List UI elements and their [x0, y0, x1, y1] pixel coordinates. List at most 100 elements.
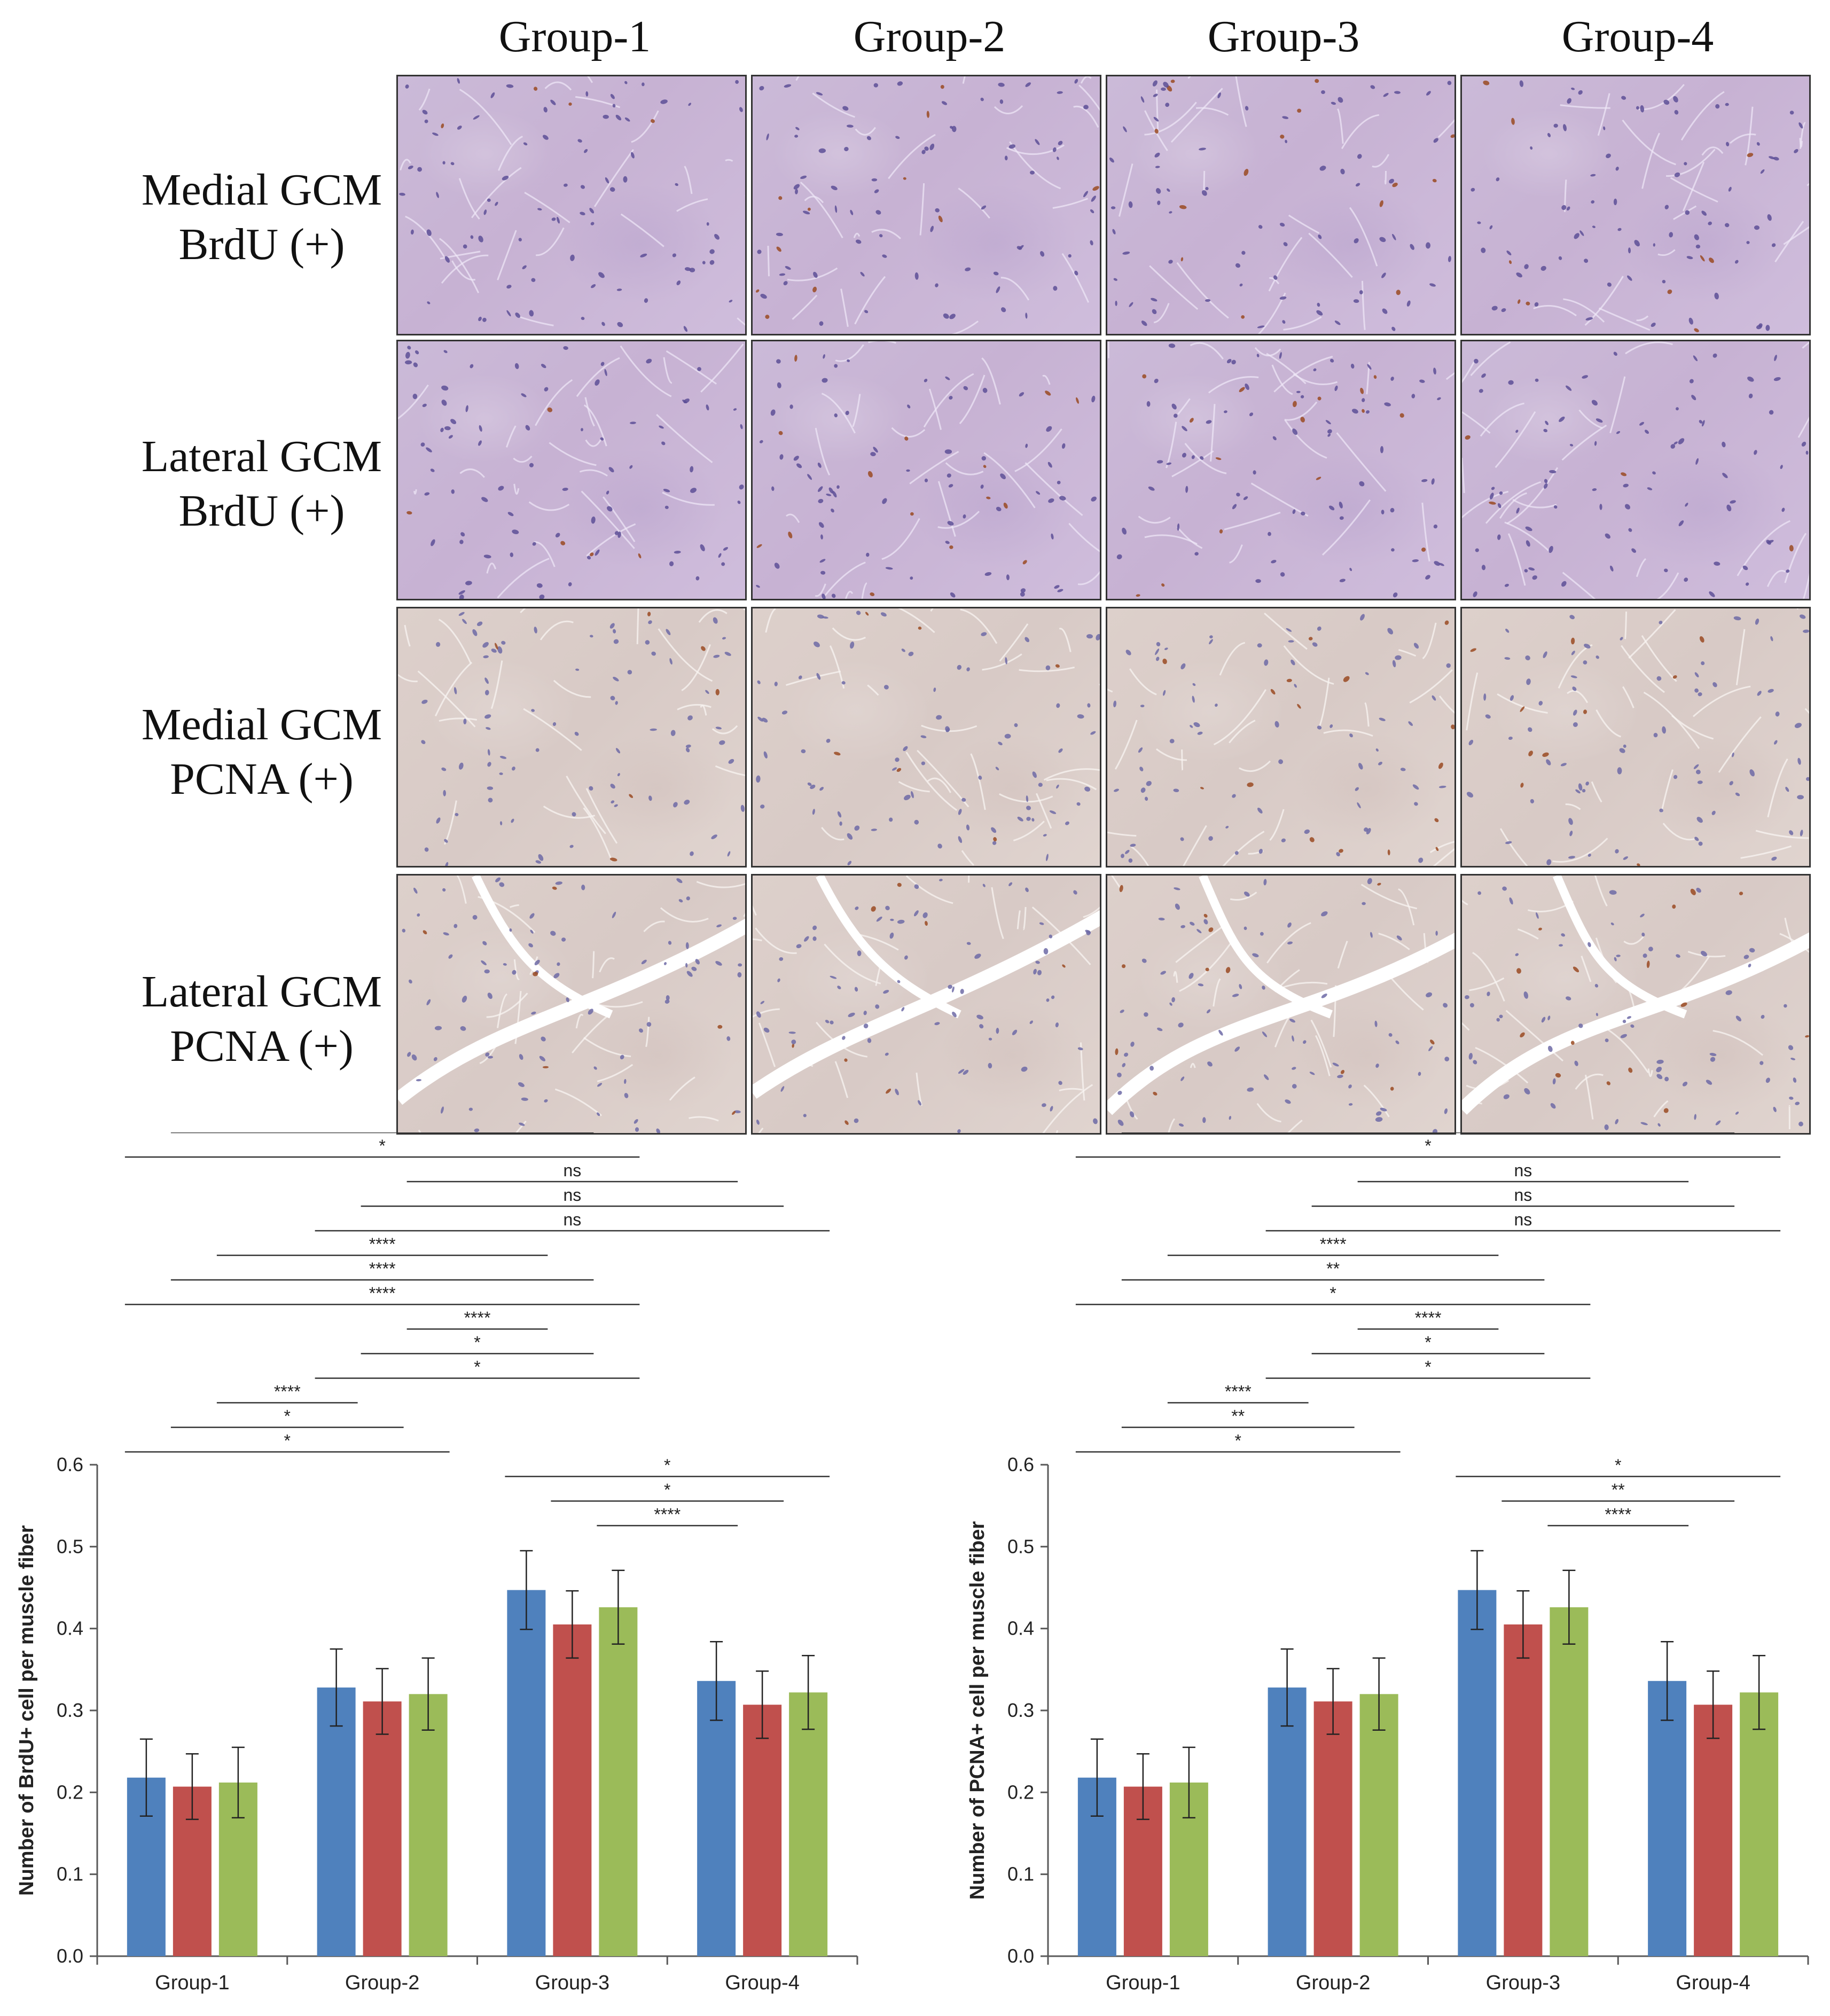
micrograph-brdu-r1-c3: [1106, 75, 1456, 335]
micrograph-brdu-r1-c1: [396, 75, 747, 335]
micrograph-pcna-r3-c2: [751, 607, 1101, 868]
brdu-bar-s1-c2: [317, 1687, 356, 1956]
pcna-significance-label: ns: [1514, 1210, 1532, 1229]
brdu-significance-label: *: [664, 1480, 670, 1499]
pcna-category-label: Group-4: [1676, 1972, 1750, 1994]
brdu-category-label: Group-4: [725, 1972, 799, 1994]
micrograph-pcna-r3-c3: [1106, 607, 1456, 868]
pcna-ytick-label: 0.2: [1007, 1781, 1034, 1803]
micrograph-brdu-r2-c4: [1460, 340, 1811, 600]
pcna-bar-s2-c4: [1694, 1705, 1733, 1956]
micrograph-brdu-r1-c4: [1460, 75, 1811, 335]
micrograph-pcna-r3-c4: [1460, 607, 1811, 868]
brdu-significance-label: ****: [654, 1505, 681, 1524]
pcna-ytick-label: 0.6: [1007, 1454, 1034, 1475]
micrograph-pcna-r4-c1: [396, 874, 747, 1135]
row-label-medial-brdu: Medial GCM BrdU (+): [141, 165, 382, 269]
brdu-bar-s3-c2: [409, 1694, 448, 1956]
brdu-significance-label: *: [474, 1333, 480, 1352]
pcna-ytick-label: 0.0: [1007, 1945, 1034, 1967]
column-header-group-2: Group-2: [853, 12, 1006, 61]
pcna-bar-chart: 0.0 0.1 0.2 0.3 0.4 0.5 0.6 Group-1 Group-2 Group…: [966, 1132, 1809, 1994]
pcna-significance-label: ****: [1415, 1308, 1442, 1327]
brdu-ytick-label: 0.4: [57, 1618, 83, 1639]
brdu-ytick-label: 0.3: [57, 1699, 83, 1721]
brdu-significance-label: *: [474, 1357, 480, 1377]
brdu-ytick-label: 0.5: [57, 1535, 83, 1557]
pcna-significance-label: ****: [1225, 1382, 1252, 1401]
micrograph-brdu-r1-c2: [751, 75, 1101, 335]
brdu-significance-label: *: [284, 1406, 291, 1426]
pcna-category-label: Group-3: [1486, 1972, 1560, 1994]
brdu-bar-chart: 0.0 0.1 0.2 0.3 0.4 0.5 0.6 Group-1 Group-2 Group…: [15, 1132, 858, 1994]
brdu-ytick-label: 0.6: [57, 1454, 83, 1475]
pcna-y-axis-title: Number of PCNA+ cell per muscle fiber: [966, 1521, 989, 1900]
brdu-ytick-label: 0.2: [57, 1781, 83, 1803]
micrograph-brdu-r2-c1: [396, 340, 747, 600]
row-label-lateral-pcna: Lateral GCM PCNA (+): [141, 967, 382, 1071]
brdu-bar-s2-c4: [743, 1705, 782, 1956]
brdu-significance-label: ns: [563, 1161, 581, 1180]
column-header-group-4: Group-4: [1561, 12, 1714, 61]
brdu-category-label: Group-2: [345, 1972, 419, 1994]
pcna-significance-label: ns: [1514, 1161, 1532, 1180]
pcna-ytick-label: 0.5: [1007, 1535, 1034, 1557]
pcna-bar-s3-c3: [1550, 1607, 1589, 1956]
brdu-category-label: Group-3: [535, 1972, 609, 1994]
pcna-ytick-label: 0.1: [1007, 1863, 1034, 1885]
pcna-significance-label: ****: [1605, 1505, 1631, 1524]
brdu-significance-label: ns: [563, 1185, 581, 1205]
brdu-ytick-label: 0.1: [57, 1863, 83, 1885]
pcna-significance-label: *: [1330, 1284, 1336, 1303]
pcna-significance-label: **: [1326, 1259, 1340, 1278]
pcna-bar-s1-c4: [1648, 1681, 1687, 1956]
pcna-significance-label: *: [1615, 1456, 1621, 1475]
micrograph-brdu-r2-c3: [1106, 340, 1456, 600]
pcna-ytick-label: 0.3: [1007, 1699, 1034, 1721]
pcna-significance-label: **: [1612, 1480, 1625, 1499]
brdu-significance-label: *: [284, 1431, 291, 1450]
pcna-category-label: Group-1: [1106, 1972, 1180, 1994]
brdu-significance-label: ****: [369, 1259, 396, 1278]
pcna-bar-s2-c3: [1504, 1624, 1543, 1956]
pcna-bar-s3-c2: [1359, 1694, 1398, 1956]
row-label-medial-pcna: Medial GCM PCNA (+): [141, 700, 382, 804]
brdu-bar-s1-c3: [507, 1590, 546, 1956]
brdu-bar-s2-c3: [553, 1624, 592, 1956]
brdu-category-label: Group-1: [155, 1972, 229, 1994]
pcna-significance-label: **: [1231, 1406, 1245, 1426]
pcna-bar-s1-c2: [1268, 1687, 1307, 1956]
brdu-ytick-label: 0.0: [57, 1945, 83, 1967]
pcna-category-label: Group-2: [1296, 1972, 1370, 1994]
pcna-significance-label: *: [1425, 1357, 1431, 1377]
brdu-bar-s2-c2: [363, 1701, 402, 1956]
pcna-significance-label: ns: [1514, 1185, 1532, 1205]
brdu-significance-label: ****: [274, 1382, 301, 1401]
micrograph-brdu-r2-c2: [751, 340, 1101, 600]
pcna-bar-s2-c2: [1313, 1701, 1352, 1956]
brdu-significance-label: ns: [563, 1210, 581, 1229]
brdu-y-axis-title: Number of BrdU+ cell per muscle fiber: [15, 1525, 38, 1896]
micrograph-pcna-r4-c2: [751, 874, 1101, 1135]
brdu-significance-label: ****: [464, 1308, 491, 1327]
brdu-bar-s1-c4: [697, 1681, 736, 1956]
micrograph-pcna-r4-c4: [1460, 874, 1811, 1135]
pcna-significance-label: *: [1425, 1333, 1431, 1352]
column-header-group-3: Group-3: [1207, 12, 1360, 61]
pcna-significance-label: *: [1235, 1431, 1241, 1450]
brdu-significance-label: *: [664, 1456, 670, 1475]
brdu-bar-s3-c4: [789, 1692, 828, 1956]
pcna-ytick-label: 0.4: [1007, 1618, 1034, 1639]
pcna-significance-label: ****: [1320, 1234, 1347, 1254]
pcna-significance-label: *: [1425, 1136, 1431, 1155]
brdu-significance-label: ****: [369, 1234, 396, 1254]
row-label-lateral-brdu: Lateral GCM BrdU (+): [141, 432, 382, 536]
brdu-significance-label: *: [379, 1136, 385, 1155]
pcna-bar-s3-c4: [1740, 1692, 1779, 1956]
brdu-bar-s3-c3: [599, 1607, 638, 1956]
micrograph-pcna-r4-c3: [1106, 874, 1456, 1135]
pcna-bar-s1-c3: [1458, 1590, 1497, 1956]
micrograph-pcna-r3-c1: [396, 607, 747, 868]
brdu-significance-label: ****: [369, 1284, 396, 1303]
column-header-group-1: Group-1: [498, 12, 651, 61]
